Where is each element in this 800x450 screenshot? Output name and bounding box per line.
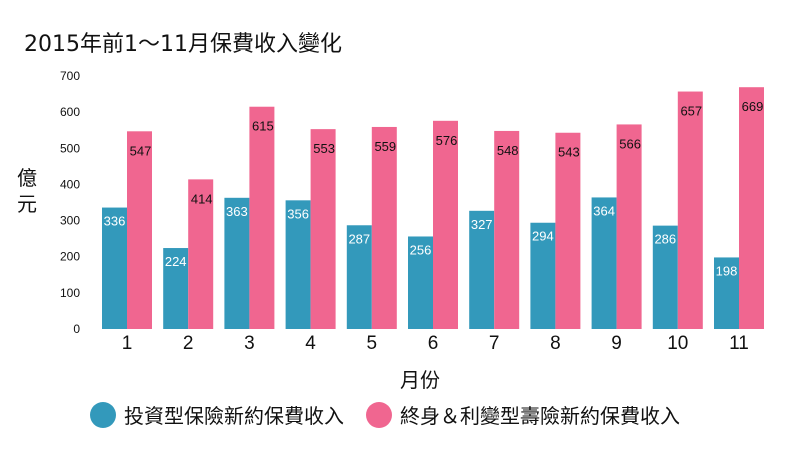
data-label-life: 548 [497,143,519,158]
bar-investment [591,197,617,329]
legend-item-investment: 投資型保險新約保費收入 [90,400,344,429]
data-label-life: 566 [619,136,641,151]
x-tick-label: 7 [489,333,500,354]
legend-label-investment: 投資型保險新約保費收入 [124,404,344,428]
bar-investment [346,225,372,329]
x-tick-label: 8 [550,333,561,354]
x-tick-label: 2 [183,333,194,354]
x-tick-label: 3 [244,333,255,354]
legend-swatch-investment [90,401,116,428]
y-tick-label: 300 [60,214,80,228]
chart-title: 2015年前1～11月保費收入變化 [24,32,342,57]
y-tick-label: 400 [60,177,80,191]
legend: 投資型保險新約保費收入 終身＆利變型壽險新約保費收入 [90,400,702,429]
data-labels: 336 547 224 414 363 615 356 553 287 559 256 576 327 5… [104,99,764,278]
y-tick-label: 700 [60,69,80,83]
data-label-life: 576 [436,133,458,148]
data-label-investment: 256 [410,242,432,257]
x-axis-ticks: 1 2 3 4 5 6 7 8 9 10 11 [122,333,749,354]
data-label-investment: 363 [226,204,248,219]
bar-life [127,131,152,329]
data-label-investment: 336 [104,214,126,229]
bar-life [677,91,703,329]
bar-investment [163,248,189,329]
bar-life [739,87,764,329]
bar-investment [530,222,556,329]
x-tick-label: 5 [367,333,378,354]
x-tick-label: 6 [428,333,439,354]
data-label-investment: 286 [654,232,676,247]
legend-swatch-life [366,401,392,428]
legend-label-life: 終身＆利變型壽險新約保費收入 [400,404,680,428]
bar-life [433,120,458,330]
data-label-life: 559 [374,139,396,154]
bar-life [616,124,642,329]
data-label-investment: 364 [593,203,615,218]
data-label-life: 547 [130,143,152,158]
bar-investment [285,200,311,329]
data-label-life: 414 [191,191,213,206]
bar-investment [652,225,678,329]
bar-investment [714,257,739,329]
data-label-life: 543 [558,145,580,160]
x-tick-label: 4 [305,333,316,354]
data-label-life: 669 [742,99,764,114]
bar-investment [102,207,127,329]
bars [102,87,764,330]
bar-life [310,129,336,329]
data-label-investment: 198 [716,263,738,278]
bar-life [555,132,581,329]
bar-life [371,126,397,329]
x-tick-label: 9 [611,333,622,354]
x-tick-label: 11 [729,333,749,354]
y-tick-label: 100 [60,286,80,300]
bar-life [249,106,275,329]
x-axis-label: 月份 [400,368,440,392]
data-label-life: 553 [313,141,335,156]
y-axis-label: 億元 [17,166,37,216]
y-axis-ticks: 0 100 200 300 400 500 600 700 [60,69,80,336]
data-label-life: 657 [680,104,702,119]
data-label-investment: 224 [165,254,187,269]
data-label-investment: 327 [471,217,493,232]
data-label-investment: 287 [348,231,370,246]
bar-investment [469,210,495,329]
data-label-investment: 356 [287,206,309,221]
y-tick-label: 200 [60,250,80,264]
y-tick-label: 0 [73,322,80,336]
y-tick-label: 600 [60,105,80,119]
bar-investment [224,197,250,329]
bar-life [494,130,520,329]
x-tick-label: 1 [122,333,133,354]
data-label-investment: 294 [532,229,554,244]
legend-item-life: 終身＆利變型壽險新約保費收入 [366,400,680,429]
data-label-life: 615 [252,119,274,134]
bar-investment [408,236,433,329]
y-tick-label: 500 [60,141,80,155]
x-tick-label: 10 [667,333,688,354]
bar-life [188,179,214,329]
